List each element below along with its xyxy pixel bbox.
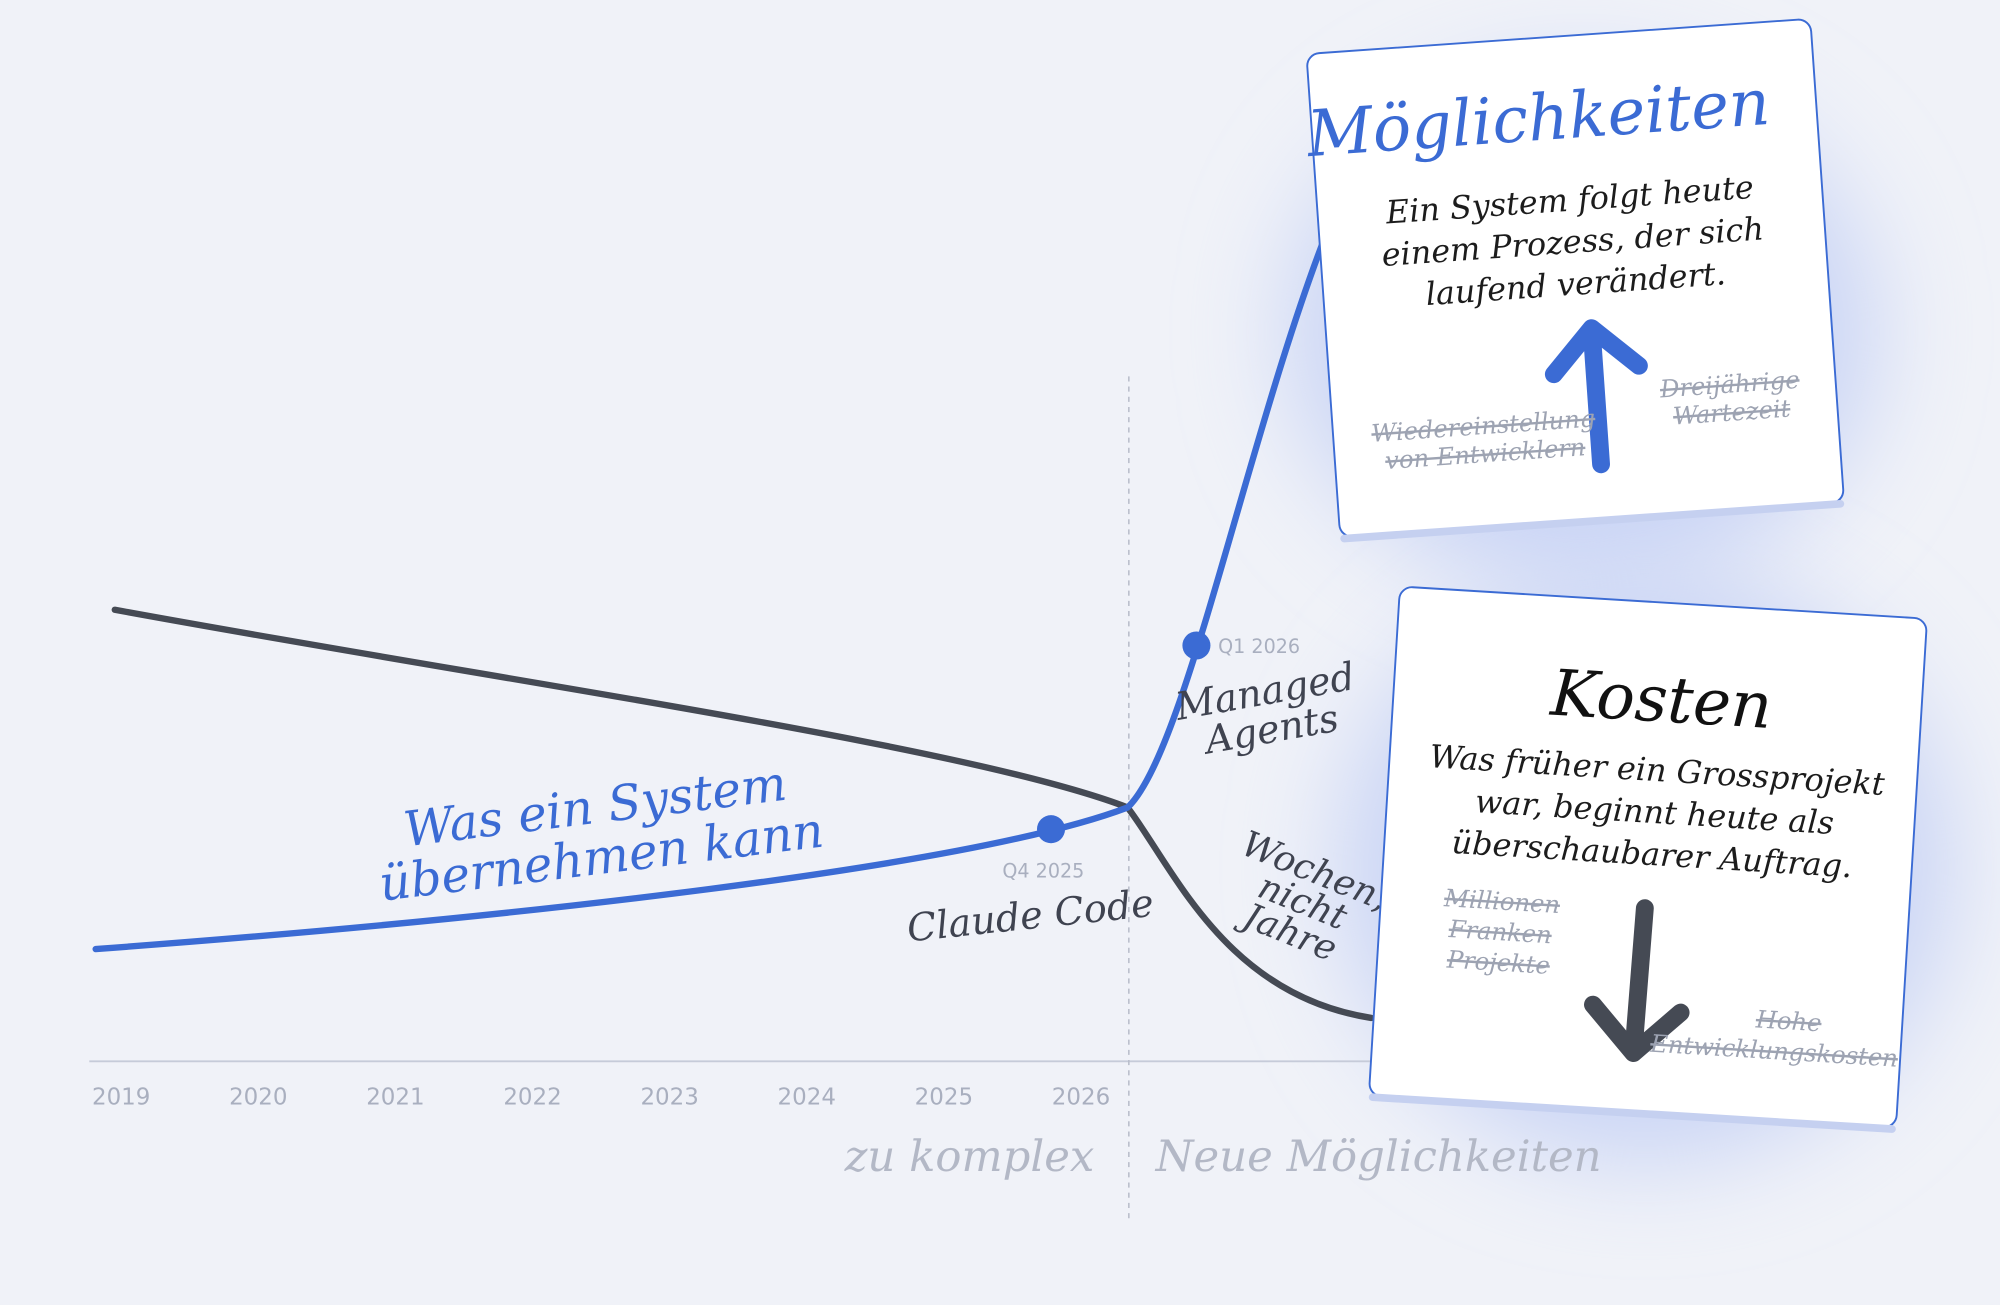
zone-label: zu komplex: [844, 1132, 1095, 1182]
struck-text: Millionen: [1442, 884, 1560, 919]
year-label: 2019: [92, 1085, 150, 1111]
milestone-date: Q1 2026: [1218, 635, 1300, 658]
milestone-dot: [1182, 631, 1211, 660]
year-label: 2022: [503, 1085, 561, 1111]
card-title: Kosten: [1548, 657, 1775, 744]
card: Möglichkeiten Ein System folgt heute ein…: [1304, 18, 1845, 543]
milestone-dot: [1036, 815, 1066, 844]
zone-label: Neue Möglichkeiten: [1155, 1132, 1602, 1182]
milestone-date: Q4 2025: [1002, 860, 1084, 883]
down-arrow: [1584, 899, 1690, 1063]
year-label: 2024: [778, 1085, 836, 1111]
cost-curve: [111, 606, 1375, 1022]
year-label: 2023: [640, 1085, 698, 1111]
year-label: 2025: [915, 1085, 973, 1111]
capability-curve: [92, 213, 1337, 953]
struck-text: Hohe: [1754, 1005, 1822, 1037]
struck-text: Franken: [1447, 915, 1553, 949]
year-label: 2021: [366, 1085, 424, 1111]
card: Kosten Was früher ein Grossprojekt war, …: [1368, 586, 1928, 1133]
year-label: 2020: [229, 1085, 287, 1111]
year-label: 2026: [1052, 1085, 1110, 1111]
struck-text: Projekte: [1445, 946, 1551, 980]
up-arrow: [1544, 319, 1648, 474]
